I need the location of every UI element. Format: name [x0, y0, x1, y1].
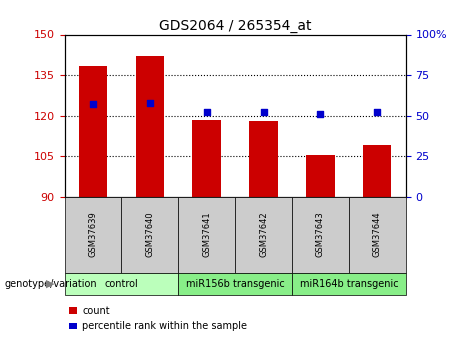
Point — [260, 110, 267, 115]
Text: GSM37640: GSM37640 — [145, 212, 154, 257]
Point — [373, 110, 381, 115]
Text: GSM37644: GSM37644 — [373, 212, 382, 257]
Text: genotype/variation: genotype/variation — [5, 279, 97, 289]
Text: ▶: ▶ — [47, 279, 55, 289]
Text: percentile rank within the sample: percentile rank within the sample — [82, 321, 247, 331]
Bar — [79, 66, 107, 197]
Bar — [136, 56, 164, 197]
Text: GSM37639: GSM37639 — [89, 212, 97, 257]
Text: GSM37643: GSM37643 — [316, 212, 325, 257]
Text: count: count — [82, 306, 110, 315]
Point — [89, 101, 97, 107]
Point — [317, 111, 324, 117]
Title: GDS2064 / 265354_at: GDS2064 / 265354_at — [159, 19, 311, 33]
Point — [203, 110, 210, 115]
Text: control: control — [105, 279, 138, 289]
Text: GSM37642: GSM37642 — [259, 212, 268, 257]
Text: miR156b transgenic: miR156b transgenic — [186, 279, 284, 289]
Point — [146, 100, 154, 105]
Text: miR164b transgenic: miR164b transgenic — [300, 279, 398, 289]
Bar — [306, 155, 335, 197]
Bar — [249, 121, 278, 197]
Bar — [363, 145, 391, 197]
Bar — [193, 120, 221, 197]
Text: GSM37641: GSM37641 — [202, 212, 211, 257]
